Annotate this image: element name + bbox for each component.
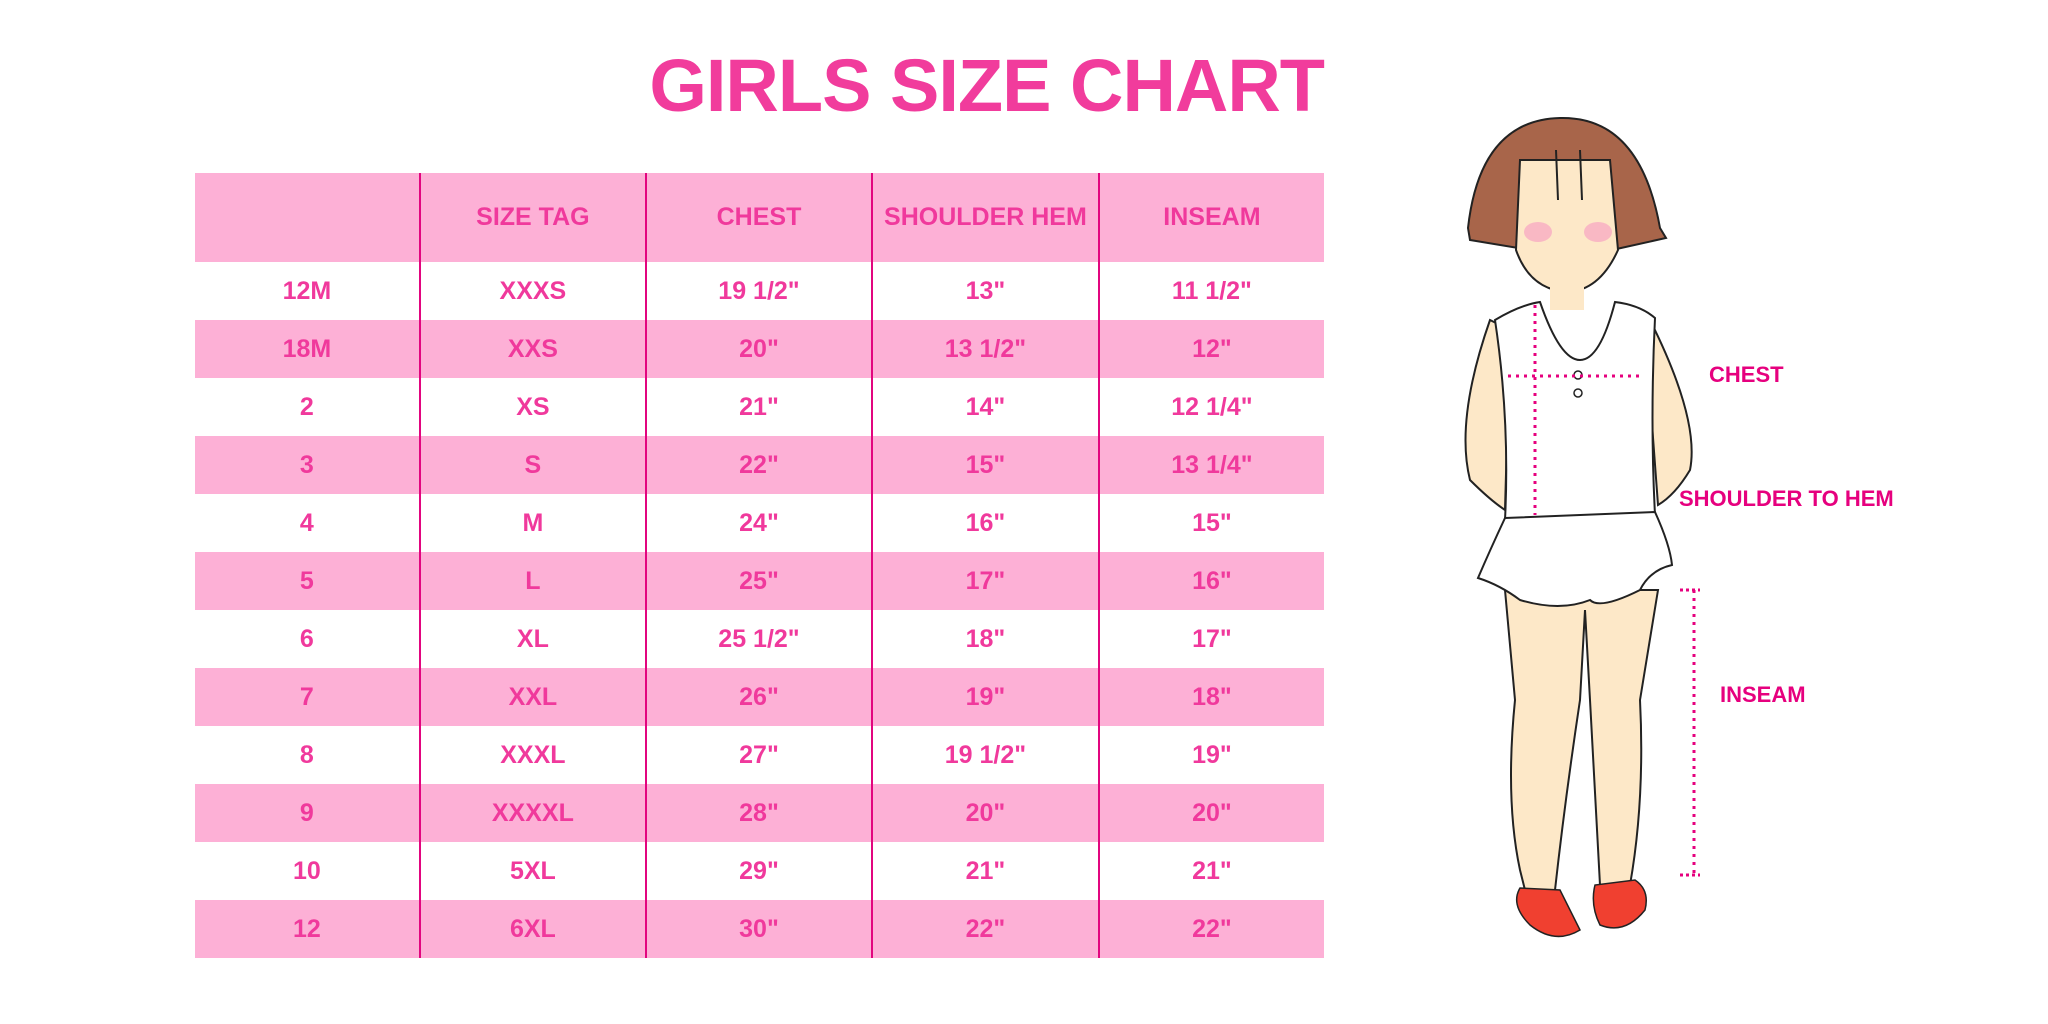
table-cell: 12" — [1097, 320, 1324, 378]
table-cell: 24" — [644, 494, 872, 552]
table-cell: 15" — [871, 436, 1099, 494]
table-cell: 28" — [644, 784, 872, 842]
table-cell: XL — [418, 610, 646, 668]
table-cell: XXXL — [418, 726, 646, 784]
dress — [1493, 300, 1657, 522]
button — [1573, 388, 1583, 398]
bangs — [1555, 149, 1583, 201]
table-cell: L — [418, 552, 646, 610]
table-cell: 16" — [871, 494, 1099, 552]
table-cell: 18M — [195, 320, 420, 378]
arm — [1643, 317, 1693, 507]
table-row: 8 XXXL 27" 19 1/2" 19" — [195, 726, 1324, 784]
table-cell: 19" — [871, 668, 1099, 726]
cheek — [1584, 222, 1612, 242]
table-cell: 26" — [644, 668, 872, 726]
table-header-row: SIZE TAG CHEST SHOULDER HEM INSEAM — [195, 173, 1324, 262]
table-cell: 13" — [871, 262, 1099, 320]
table-cell: 6XL — [418, 900, 646, 958]
table-cell: 8 — [299, 740, 314, 769]
table-cell: 9 — [195, 784, 420, 842]
column-header: SHOULDER HEM — [871, 173, 1099, 262]
table-cell: 17" — [1097, 610, 1324, 668]
table-cell: 20" — [1097, 784, 1324, 842]
table-row: 18M XXS 20" 13 1/2" 12" — [195, 320, 1324, 378]
table-row: 3 S 22" 15" 13 1/4" — [195, 436, 1324, 494]
table-row: 7 XXL 26" 19" 18" — [195, 668, 1324, 726]
table-cell: 22" — [644, 436, 872, 494]
table-cell: XXS — [418, 320, 646, 378]
table-cell: 27" — [644, 726, 872, 784]
shoulder-to-hem-label: SHOULDER TO HEM — [1679, 486, 1894, 511]
table-cell: 19" — [1097, 726, 1324, 784]
table-cell: 7 — [195, 668, 420, 726]
table-cell: 13 1/2" — [871, 320, 1099, 378]
shoe — [1515, 887, 1581, 938]
table-cell: XXXXL — [418, 784, 646, 842]
table-cell: 3 — [195, 436, 420, 494]
table-row: 4 M 24" 16" 15" — [195, 494, 1324, 552]
table-row: 6 XL 25 1/2" 18" 17" — [195, 610, 1324, 668]
table-cell: XXXS — [418, 262, 646, 320]
table-cell: 12 — [195, 900, 420, 958]
table-cell: 16" — [1097, 552, 1324, 610]
table-cell: 18" — [871, 610, 1099, 668]
table-cell: 21" — [871, 842, 1099, 900]
size-chart-table: SIZE TAG CHEST SHOULDER HEM INSEAM 12M XXXS 1… — [195, 173, 1324, 958]
table-cell: 5XL — [418, 842, 646, 900]
table-row: 12 6XL 30" 22" 22" — [195, 900, 1324, 958]
column-header — [195, 173, 420, 262]
table-cell: XS — [418, 378, 646, 436]
column-header: SIZE TAG — [418, 173, 646, 262]
table-cell: 11 1/2" — [1097, 262, 1324, 320]
inseam-label: INSEAM — [1720, 682, 1806, 707]
table-cell: M — [418, 494, 646, 552]
table-cell: 10 — [292, 856, 321, 885]
table-row: 12M XXXS 19 1/2" 13" 11 1/2" — [195, 262, 1324, 320]
table-cell: 22" — [871, 900, 1099, 958]
chest-label: CHEST — [1709, 362, 1784, 387]
table-row: 2 XS 21" 14" 12 1/4" — [195, 378, 1324, 436]
table-cell: 20" — [871, 784, 1099, 842]
table-row: 9 XXXXL 28" 20" 20" — [195, 784, 1324, 842]
table-cell: 25" — [644, 552, 872, 610]
table-cell: 19 1/2" — [644, 262, 872, 320]
table-cell: 15" — [1097, 494, 1324, 552]
table-cell: XXL — [418, 668, 646, 726]
shoe — [1592, 879, 1647, 929]
table-cell: 4 — [299, 508, 314, 537]
legs — [1503, 589, 1660, 891]
column-header: INSEAM — [1097, 173, 1324, 262]
table-cell: 21" — [1097, 842, 1324, 900]
neck — [1550, 285, 1584, 310]
table-cell: 17" — [871, 552, 1099, 610]
table-cell: S — [418, 436, 646, 494]
table-cell: 13 1/4" — [1097, 436, 1324, 494]
table-cell: 20" — [644, 320, 872, 378]
page-title: GIRLS SIZE CHART — [649, 44, 1325, 127]
table-cell: 12 1/4" — [1097, 378, 1324, 436]
table-cell: 6 — [299, 624, 314, 653]
table-cell: 12M — [282, 276, 332, 305]
cheek — [1524, 222, 1552, 242]
table-cell: 18" — [1097, 668, 1324, 726]
table-row: 10 5XL 29" 21" 21" — [195, 842, 1324, 900]
table-cell: 5 — [195, 552, 420, 610]
column-header: CHEST — [644, 173, 872, 262]
table-cell: 21" — [644, 378, 872, 436]
table-cell: 19 1/2" — [871, 726, 1099, 784]
table-cell: 25 1/2" — [644, 610, 872, 668]
table-row: 5 L 25" 17" 16" — [195, 552, 1324, 610]
table-cell: 30" — [644, 900, 872, 958]
table-cell: 2 — [299, 392, 314, 421]
table-cell: 14" — [871, 378, 1099, 436]
arm — [1464, 318, 1512, 512]
table-cell: 29" — [644, 842, 872, 900]
table-cell: 22" — [1097, 900, 1324, 958]
bloomers — [1476, 510, 1674, 607]
